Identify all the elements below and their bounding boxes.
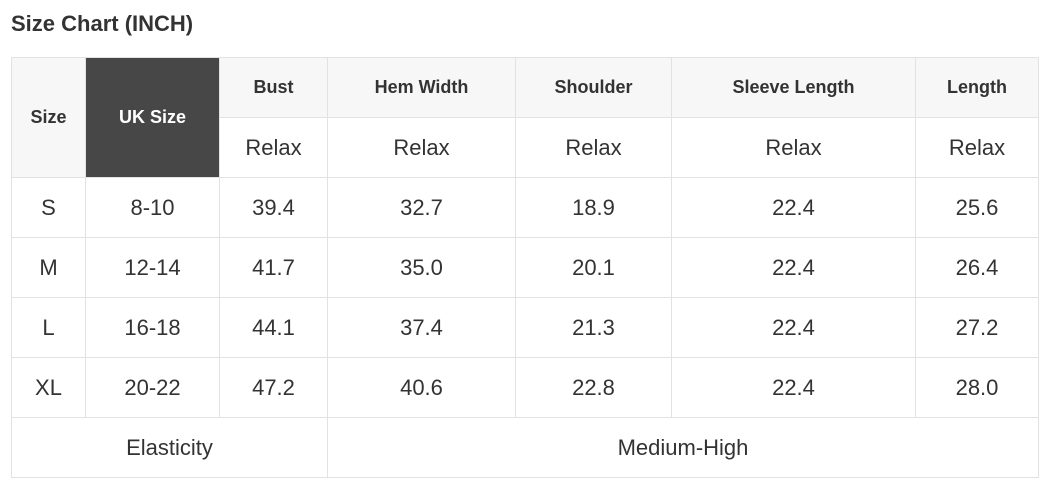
measurement-cell: 32.7 bbox=[327, 177, 516, 238]
measurement-cell: 41.7 bbox=[219, 237, 328, 298]
measurement-cell: 22.8 bbox=[515, 357, 672, 418]
measurement-cell: 21.3 bbox=[515, 297, 672, 358]
header-sleeve-length: Sleeve Length bbox=[671, 57, 916, 118]
page-title: Size Chart (INCH) bbox=[11, 11, 194, 36]
header-bust: Bust bbox=[219, 57, 328, 118]
uk-size-cell: 20-22 bbox=[85, 357, 220, 418]
header-row: Size UK Size Bust Hem Width Shoulder Sle… bbox=[11, 57, 1039, 178]
measurement-cell: 37.4 bbox=[327, 297, 516, 358]
fit-cell: Relax bbox=[515, 117, 672, 178]
measurement-cell: 18.9 bbox=[515, 177, 672, 238]
measurement-cell: 22.4 bbox=[671, 177, 916, 238]
header-shoulder: Shoulder bbox=[515, 57, 672, 118]
measurement-cell: 27.2 bbox=[915, 297, 1039, 358]
measurement-cell: 22.4 bbox=[671, 297, 916, 358]
measurement-cell: 40.6 bbox=[327, 357, 516, 418]
uk-size-cell: 12-14 bbox=[85, 237, 220, 298]
measurement-cell: 47.2 bbox=[219, 357, 328, 418]
header-length: Length bbox=[915, 57, 1039, 118]
fit-cell: Relax bbox=[671, 117, 916, 178]
measurement-cell: 25.6 bbox=[915, 177, 1039, 238]
measurement-cell: 22.4 bbox=[671, 237, 916, 298]
header-size: Size bbox=[11, 57, 86, 178]
elasticity-row: Elasticity Medium-High bbox=[11, 417, 1039, 478]
table-row: M 12-14 41.7 35.0 20.1 22.4 26.4 bbox=[11, 237, 1039, 298]
header-hem-width: Hem Width bbox=[327, 57, 516, 118]
size-cell: L bbox=[11, 297, 86, 358]
table-row: XL 20-22 47.2 40.6 22.8 22.4 28.0 bbox=[11, 357, 1039, 418]
header-uk-size: UK Size bbox=[85, 57, 220, 178]
fit-cell: Relax bbox=[915, 117, 1039, 178]
fit-cell: Relax bbox=[219, 117, 328, 178]
uk-size-cell: 8-10 bbox=[85, 177, 220, 238]
measurement-cell: 28.0 bbox=[915, 357, 1039, 418]
elasticity-label: Elasticity bbox=[11, 417, 328, 478]
measurement-cell: 22.4 bbox=[671, 357, 916, 418]
size-cell: M bbox=[11, 237, 86, 298]
table-row: S 8-10 39.4 32.7 18.9 22.4 25.6 bbox=[11, 177, 1039, 238]
measurement-cell: 20.1 bbox=[515, 237, 672, 298]
measurement-cell: 44.1 bbox=[219, 297, 328, 358]
size-cell: XL bbox=[11, 357, 86, 418]
size-cell: S bbox=[11, 177, 86, 238]
table-row: L 16-18 44.1 37.4 21.3 22.4 27.2 bbox=[11, 297, 1039, 358]
fit-cell: Relax bbox=[327, 117, 516, 178]
uk-size-cell: 16-18 bbox=[85, 297, 220, 358]
elasticity-value: Medium-High bbox=[327, 417, 1039, 478]
size-chart-table: Size UK Size Bust Hem Width Shoulder Sle… bbox=[11, 57, 1039, 478]
measurement-cell: 26.4 bbox=[915, 237, 1039, 298]
measurement-cell: 35.0 bbox=[327, 237, 516, 298]
measurement-cell: 39.4 bbox=[219, 177, 328, 238]
